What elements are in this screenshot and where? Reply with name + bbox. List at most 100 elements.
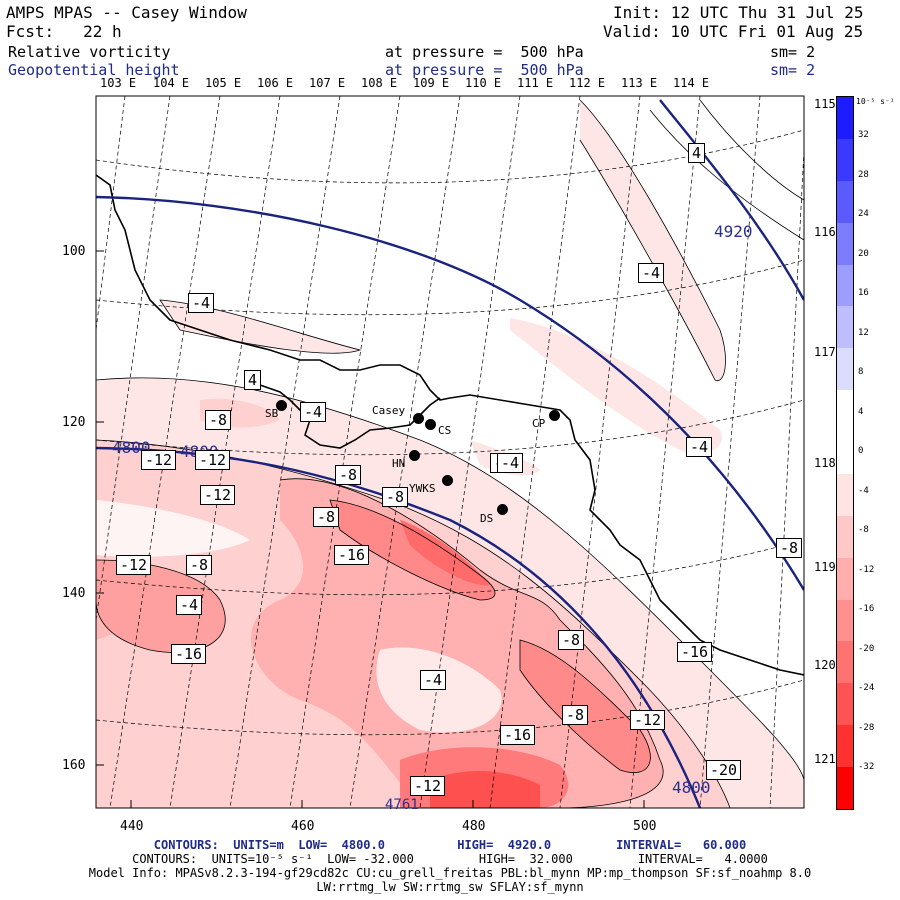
colorbar-label: -12: [858, 564, 875, 575]
colorbar-segment: [837, 222, 853, 265]
station-marker: [276, 400, 287, 411]
colorbar-segment: [837, 432, 853, 474]
vorticity-contour-label: -4: [176, 595, 203, 615]
top-lon-label: 111 E: [517, 76, 554, 90]
vorticity-contour-label: -12: [116, 555, 152, 575]
colorbar-label: 28: [858, 169, 869, 180]
colorbar-label: 32: [858, 130, 869, 140]
vorticity-contour-label: -12: [141, 450, 177, 470]
colorbar-segment: [837, 767, 853, 809]
colorbar: [836, 96, 854, 810]
field1-smoothing: sm= 2: [770, 43, 816, 61]
top-lon-label: 110 E: [465, 76, 502, 90]
footer-model-info: Model Info: MPASv8.2.3-194-gf29cd82c CU:…: [88, 866, 812, 880]
vorticity-contour-label: -12: [200, 485, 236, 505]
station-marker: [497, 504, 508, 515]
station-label-sb: SB: [265, 407, 279, 420]
vorticity-contour-label: -4: [638, 263, 665, 283]
colorbar-label: 8: [858, 367, 864, 377]
footer-model-info-2: LW:rrtmg_lw SW:rrtmg_sw SFLAY:sf_mynn: [316, 880, 584, 894]
station-label-ds: DS: [480, 512, 494, 525]
top-lon-label: 107 E: [309, 76, 346, 90]
plot-title: AMPS MPAS -- Casey Window: [6, 3, 247, 22]
y-tick-120: 120: [62, 415, 86, 430]
field2-smoothing: sm= 2: [770, 61, 816, 79]
colorbar-label: -16: [858, 604, 875, 614]
colorbar-segment: [837, 683, 853, 726]
vorticity-contour-label: -20: [706, 760, 742, 780]
top-lon-label: 109 E: [413, 76, 450, 90]
colorbar-label: -24: [858, 683, 875, 693]
top-lon-label: 108 E: [361, 76, 398, 90]
colorbar-label: 16: [858, 288, 869, 298]
field2-level: at pressure = 500 hPa: [385, 61, 584, 79]
vorticity-contour-label: -16: [677, 642, 713, 662]
colorbar-label: 20: [858, 248, 869, 259]
vorticity-contour-label: -8: [205, 410, 232, 430]
colorbar-unit: 10⁻⁵ s⁻¹: [856, 97, 895, 106]
vorticity-contour-label: -4: [420, 670, 447, 690]
colorbar-segment: [837, 264, 853, 307]
x-tick-480: 480: [462, 819, 486, 834]
colorbar-label: -4: [858, 485, 869, 496]
vorticity-contour-label: -12: [630, 710, 666, 730]
vorticity-contour-label: -4: [497, 453, 524, 473]
colorbar-segment: [837, 390, 853, 432]
colorbar-segment: [837, 348, 853, 391]
height-contour-label: 4920: [714, 222, 753, 241]
footer-height-contours: CONTOURS: UNITS=m LOW= 4800.0 HIGH= 4920…: [153, 838, 747, 852]
colorbar-label: 12: [858, 327, 869, 338]
y-tick-140: 140: [62, 586, 86, 601]
vorticity-contour-label: -16: [171, 644, 207, 664]
top-lon-label: 114 E: [673, 76, 710, 90]
vorticity-contour-label: -16: [500, 725, 536, 745]
vorticity-contours: [96, 99, 804, 808]
latlon-grid: [96, 96, 804, 808]
y-tick-100: 100: [62, 244, 86, 259]
height-contour-label: 4761: [385, 797, 419, 813]
colorbar-segment: [837, 138, 853, 181]
top-lon-label: 113 E: [621, 76, 658, 90]
vorticity-contour-label: -8: [382, 487, 409, 507]
height-contour-label: 4800: [672, 778, 711, 797]
station-label-cs: CS: [438, 424, 452, 437]
field1-level: at pressure = 500 hPa: [385, 43, 584, 61]
station-marker: [549, 410, 560, 421]
colorbar-segment: [837, 557, 853, 600]
top-lon-label: 112 E: [569, 76, 606, 90]
vorticity-contour-label: -4: [300, 402, 327, 422]
vorticity-contour-label: 4: [688, 143, 706, 163]
x-tick-500: 500: [633, 819, 657, 834]
vorticity-contour-label: -12: [410, 776, 446, 796]
map-frame: [95, 95, 805, 809]
colorbar-segment: [837, 97, 853, 139]
colorbar-label: 4: [858, 406, 864, 417]
colorbar-segment: [837, 515, 853, 558]
x-tick-460: 460: [291, 819, 315, 834]
vorticity-contour-label: 4: [244, 370, 262, 390]
y-tick-160: 160: [62, 758, 86, 773]
colorbar-label: -8: [858, 525, 869, 535]
top-lon-label: 106 E: [257, 76, 294, 90]
axis-ticks: [96, 250, 645, 808]
colorbar-segment: [837, 599, 853, 642]
station-label-ywks: YWKS: [409, 482, 436, 495]
valid-time: Valid: 10 UTC Fri 01 Aug 25: [603, 22, 864, 41]
station-label-hn: HN: [392, 457, 406, 470]
vorticity-contour-label: -8: [562, 705, 589, 725]
vorticity-contour-label: -8: [558, 630, 585, 650]
vorticity-contour-label: -4: [188, 293, 215, 313]
colorbar-segment: [837, 180, 853, 223]
colorbar-label: -32: [858, 762, 875, 772]
station-marker: [409, 450, 420, 461]
field1-name: Relative vorticity: [8, 43, 171, 61]
top-lon-label: 105 E: [205, 76, 242, 90]
footer-vorticity-contours: CONTOURS: UNITS=10⁻⁵ s⁻¹ LOW= -32.000 HI…: [132, 852, 768, 866]
vorticity-contour-label: -8: [776, 538, 803, 558]
colorbar-label: 0: [858, 446, 864, 456]
station-marker: [425, 419, 436, 430]
vorticity-contour-label: -16: [334, 545, 370, 565]
init-time: Init: 12 UTC Thu 31 Jul 25: [613, 3, 864, 22]
station-marker: [442, 475, 453, 486]
station-marker: [413, 413, 424, 424]
